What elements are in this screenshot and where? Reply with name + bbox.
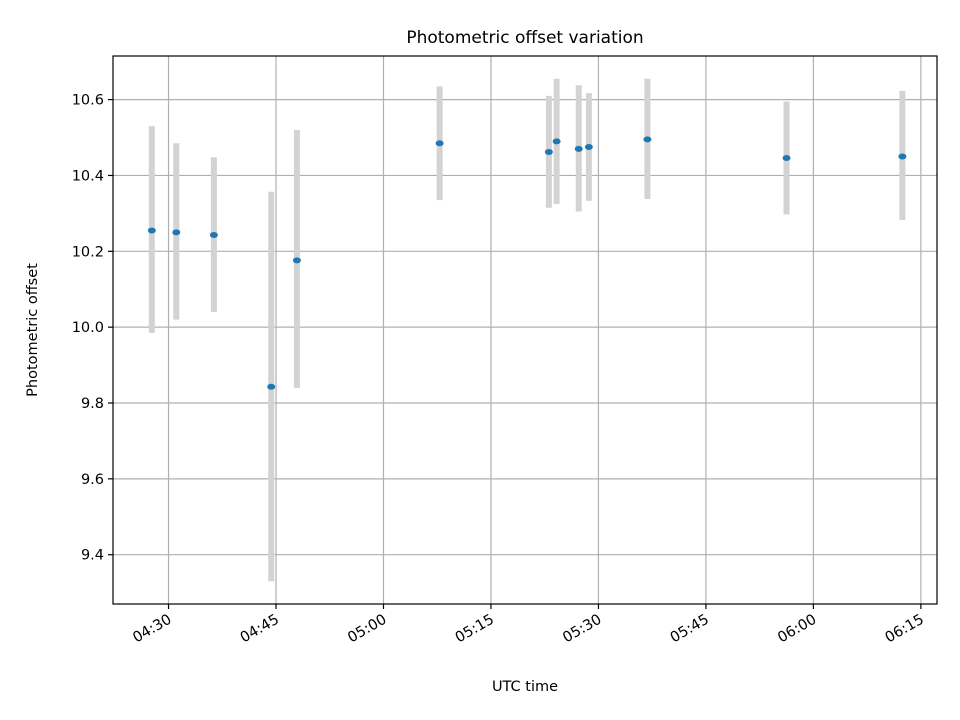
grid: [113, 56, 937, 604]
data-point: [435, 140, 444, 147]
x-tick-label: 05:15: [453, 612, 497, 647]
data-point: [292, 257, 301, 264]
y-tick-label: 9.6: [81, 472, 104, 488]
error-bars: [148, 78, 906, 582]
x-tick-label: 06:00: [775, 612, 819, 647]
x-tick-label: 06:15: [883, 612, 927, 647]
data-point: [147, 227, 156, 234]
data-point: [643, 136, 652, 143]
chart-title: Photometric offset variation: [406, 28, 643, 48]
y-tick-label: 10.6: [72, 93, 104, 109]
data-point: [172, 229, 181, 236]
data-point: [574, 145, 583, 152]
data-point: [782, 155, 791, 162]
y-tick-label: 10.0: [72, 320, 104, 336]
y-tick-label: 10.2: [72, 244, 104, 260]
x-tick-label: 04:45: [238, 612, 282, 647]
x-axis-label: UTC time: [492, 679, 558, 695]
y-tick-label: 10.4: [72, 168, 104, 184]
y-tick-label: 9.8: [81, 396, 104, 412]
x-tick-label: 05:00: [345, 612, 389, 647]
data-point: [267, 383, 276, 390]
y-axis-label: Photometric offset: [25, 263, 41, 397]
data-point: [544, 148, 553, 155]
x-tick-label: 05:30: [560, 612, 604, 647]
data-point: [898, 153, 907, 160]
plot-frame: [112, 55, 938, 605]
data-points: [147, 136, 907, 390]
data-point: [552, 138, 561, 145]
x-tick-label: 04:30: [130, 612, 174, 647]
data-point: [584, 144, 593, 151]
data-point: [209, 232, 218, 239]
x-tick-label: 05:45: [668, 612, 712, 647]
y-tick-label: 9.4: [81, 548, 104, 564]
